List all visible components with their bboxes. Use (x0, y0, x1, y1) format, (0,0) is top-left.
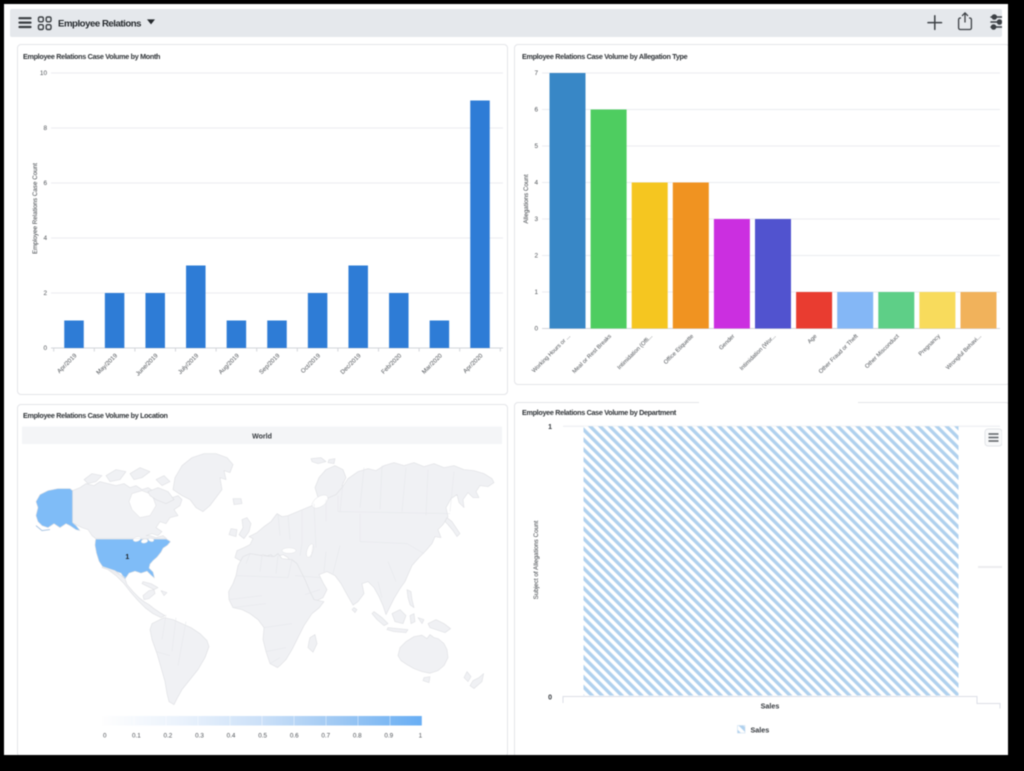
svg-text:4: 4 (534, 180, 538, 187)
svg-text:0.8: 0.8 (353, 733, 362, 740)
svg-text:May/2019: May/2019 (95, 352, 119, 376)
svg-text:Employee Relations Case Volume: Employee Relations Case Volume by Allega… (522, 52, 688, 61)
svg-text:0.3: 0.3 (195, 733, 204, 740)
svg-text:8: 8 (43, 125, 47, 132)
svg-text:Pregnancy: Pregnancy (918, 334, 942, 358)
svg-text:2: 2 (534, 253, 538, 260)
svg-text:0.9: 0.9 (384, 733, 393, 740)
svg-text:3: 3 (534, 216, 538, 223)
svg-text:0: 0 (43, 345, 47, 352)
svg-text:Wrongful Behavi...: Wrongful Behavi... (945, 333, 983, 371)
svg-text:Subject of Allegations Count: Subject of Allegations Count (533, 520, 540, 599)
svg-text:Other Fraud or Theft: Other Fraud or Theft (818, 333, 860, 375)
svg-text:Employee Relations Case Volume: Employee Relations Case Volume by Month (23, 52, 160, 61)
svg-text:Age: Age (807, 334, 819, 346)
svg-text:Gender: Gender (718, 334, 736, 352)
svg-text:0.5: 0.5 (258, 733, 267, 740)
svg-text:1: 1 (419, 733, 423, 740)
svg-text:6: 6 (43, 180, 47, 187)
svg-text:Working Hours or ...: Working Hours or ... (531, 333, 572, 374)
svg-text:1: 1 (125, 554, 129, 561)
svg-text:Intimidation (Wor...: Intimidation (Wor... (739, 333, 778, 372)
svg-text:0.6: 0.6 (290, 733, 299, 740)
svg-text:Apr/2020: Apr/2020 (462, 352, 485, 375)
svg-text:Oct/2019: Oct/2019 (300, 352, 323, 375)
svg-text:Sep/2019: Sep/2019 (258, 352, 282, 376)
svg-text:1: 1 (534, 289, 538, 296)
svg-text:Apr/2019: Apr/2019 (56, 352, 79, 375)
svg-text:Office Etiquette: Office Etiquette (663, 334, 695, 366)
svg-text:Employee Relations Case Volume: Employee Relations Case Volume by Depart… (522, 408, 677, 417)
svg-text:10: 10 (40, 70, 48, 77)
svg-text:Sales: Sales (751, 725, 770, 734)
svg-text:Other Misconduct: Other Misconduct (864, 333, 901, 370)
svg-text:Mar/2020: Mar/2020 (421, 352, 445, 376)
svg-text:6: 6 (534, 107, 538, 114)
svg-text:0.2: 0.2 (164, 733, 173, 740)
svg-text:7: 7 (534, 70, 538, 77)
svg-text:1: 1 (548, 423, 552, 430)
svg-text:June/2019: June/2019 (135, 352, 161, 378)
svg-text:2: 2 (43, 290, 47, 297)
svg-text:Sales: Sales (761, 701, 780, 710)
svg-text:Meal or Rest Breaks: Meal or Rest Breaks (572, 334, 613, 375)
svg-text:Aug/2019: Aug/2019 (217, 352, 241, 376)
svg-text:4: 4 (43, 235, 47, 242)
svg-text:Feb/2020: Feb/2020 (380, 352, 404, 376)
svg-text:0: 0 (103, 733, 107, 740)
svg-text:5: 5 (534, 143, 538, 150)
svg-text:Employee Relations Case Volume: Employee Relations Case Volume by Locati… (23, 411, 168, 420)
svg-text:Intimidation (Offi...: Intimidation (Offi... (617, 333, 655, 371)
svg-text:Employee Relations: Employee Relations (58, 19, 141, 30)
svg-text:0.7: 0.7 (321, 733, 330, 740)
svg-text:0.1: 0.1 (132, 733, 141, 740)
svg-text:0: 0 (548, 694, 552, 701)
svg-text:July/2019: July/2019 (177, 352, 201, 376)
svg-text:World: World (252, 434, 272, 441)
svg-text:Allegations Count: Allegations Count (523, 174, 530, 224)
svg-text:0: 0 (534, 326, 538, 333)
svg-text:Employee Relations Case Count: Employee Relations Case Count (32, 163, 39, 254)
svg-text:0.4: 0.4 (227, 733, 236, 740)
svg-text:Dec/2019: Dec/2019 (339, 352, 363, 376)
